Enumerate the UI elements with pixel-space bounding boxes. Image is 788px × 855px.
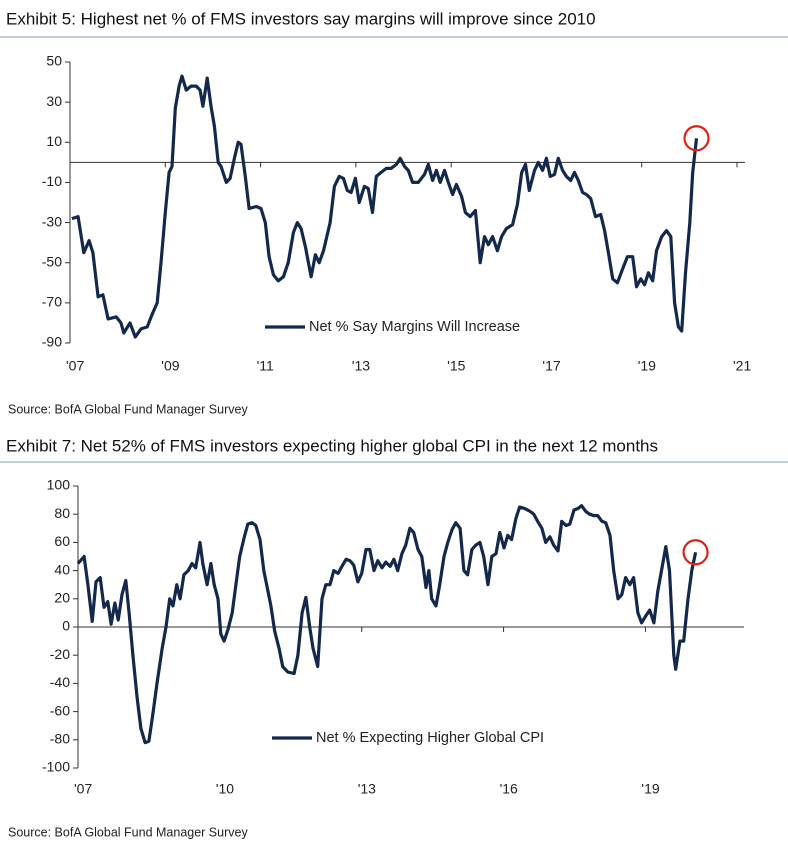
x-tick-label: '11 [257, 358, 274, 374]
x-tick-label: '15 [447, 358, 465, 374]
x-tick-label: '13 [352, 358, 370, 374]
x-tick-label: '07 [74, 781, 92, 797]
x-tick-label: '21 [733, 358, 751, 374]
y-tick-label: 20 [54, 590, 70, 606]
source-note: Source: BofA Global Fund Manager Survey [8, 825, 248, 839]
y-tick-label: 40 [54, 561, 70, 577]
y-tick-label: -20 [50, 646, 70, 662]
x-tick-label: '09 [161, 358, 179, 374]
data-line [71, 74, 699, 339]
legend-label: Net % Expecting Higher Global CPI [316, 730, 544, 746]
y-tick-label: -80 [50, 731, 70, 747]
data-line [76, 504, 698, 745]
source-note: Source: BofA Global Fund Manager Survey [8, 402, 248, 416]
y-tick-label: 10 [46, 133, 62, 149]
highlight-circle [683, 125, 710, 152]
y-tick-label: 80 [54, 505, 70, 521]
y-tick-label: 60 [54, 533, 70, 549]
y-tick-label: 100 [47, 477, 71, 493]
x-tick-label: '19 [641, 781, 659, 797]
chart-title: Exhibit 5: Highest net % of FMS investor… [6, 9, 596, 28]
y-tick-label: -30 [42, 213, 62, 229]
y-tick-label: 50 [46, 53, 62, 69]
y-tick-label: -90 [42, 334, 62, 350]
y-tick-label: -40 [50, 674, 70, 690]
x-tick-label: '10 [216, 781, 234, 797]
y-tick-label: 0 [62, 618, 70, 634]
y-tick-label: -50 [42, 253, 62, 269]
highlight-circle [682, 539, 709, 566]
y-tick-label: -70 [42, 294, 62, 310]
chart-title: Exhibit 7: Net 52% of FMS investors expe… [6, 436, 658, 455]
x-tick-label: '19 [638, 358, 656, 374]
x-tick-label: '13 [358, 781, 376, 797]
x-tick-label: '07 [66, 358, 84, 374]
y-tick-label: -100 [42, 759, 70, 775]
x-tick-label: '17 [542, 358, 560, 374]
x-tick-label: '16 [500, 781, 518, 797]
y-tick-label: -60 [50, 702, 70, 718]
y-tick-label: 30 [46, 93, 62, 109]
legend-label: Net % Say Margins Will Increase [309, 319, 520, 335]
y-tick-label: -10 [42, 173, 62, 189]
